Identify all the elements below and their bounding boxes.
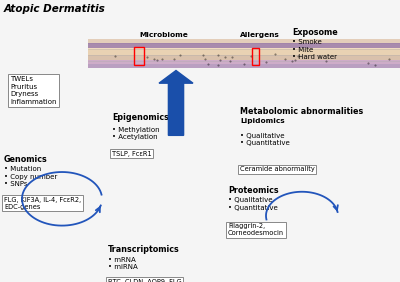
- Text: Microbiome: Microbiome: [140, 32, 188, 38]
- Bar: [88, 60, 400, 64]
- Text: Metabolomic abnormalities: Metabolomic abnormalities: [240, 107, 363, 116]
- Text: • Mutation
• Copy number
• SNPs: • Mutation • Copy number • SNPs: [4, 166, 57, 187]
- Text: TSLP, FcεR1: TSLP, FcεR1: [112, 151, 152, 157]
- Text: Genomics: Genomics: [4, 155, 48, 164]
- Bar: [88, 55, 400, 60]
- Text: Lipidomics: Lipidomics: [240, 118, 285, 124]
- Text: Filaggrin-2,
Corneodesmocin: Filaggrin-2, Corneodesmocin: [228, 223, 284, 236]
- Text: • mRNA
• miRNA: • mRNA • miRNA: [108, 257, 138, 270]
- Bar: [252, 48, 259, 65]
- Text: • Methylation
• Acetylation: • Methylation • Acetylation: [112, 127, 160, 140]
- Text: Transcriptomics: Transcriptomics: [108, 245, 180, 254]
- Text: BTC, CLDN, AQP9, FLG: BTC, CLDN, AQP9, FLG: [108, 279, 182, 282]
- Text: FLG, KIF3A, IL-4, FcεR2,
EDC-genes: FLG, KIF3A, IL-4, FcεR2, EDC-genes: [4, 197, 81, 210]
- Text: TWELs
Pruritus
Dryness
Inflammation: TWELs Pruritus Dryness Inflammation: [10, 76, 56, 105]
- Bar: [88, 44, 400, 49]
- Text: • Smoke
• Mite
• Hard water: • Smoke • Mite • Hard water: [292, 39, 337, 60]
- Text: Atopic Dermatitis: Atopic Dermatitis: [4, 4, 106, 14]
- FancyArrow shape: [159, 70, 193, 135]
- Text: Allergens: Allergens: [240, 32, 280, 38]
- Text: • Qualitative
• Quantitative: • Qualitative • Quantitative: [240, 133, 290, 146]
- Text: Epigenomics: Epigenomics: [112, 113, 169, 122]
- Bar: [134, 47, 144, 65]
- Text: Exposome: Exposome: [292, 28, 338, 37]
- Text: • Qualitative
• Quantitative: • Qualitative • Quantitative: [228, 197, 278, 211]
- Bar: [88, 39, 400, 44]
- Bar: [88, 64, 400, 68]
- Text: Ceramide abnormality: Ceramide abnormality: [240, 166, 315, 172]
- Text: Proteomics: Proteomics: [228, 186, 279, 195]
- Bar: [88, 43, 400, 48]
- Bar: [88, 49, 400, 55]
